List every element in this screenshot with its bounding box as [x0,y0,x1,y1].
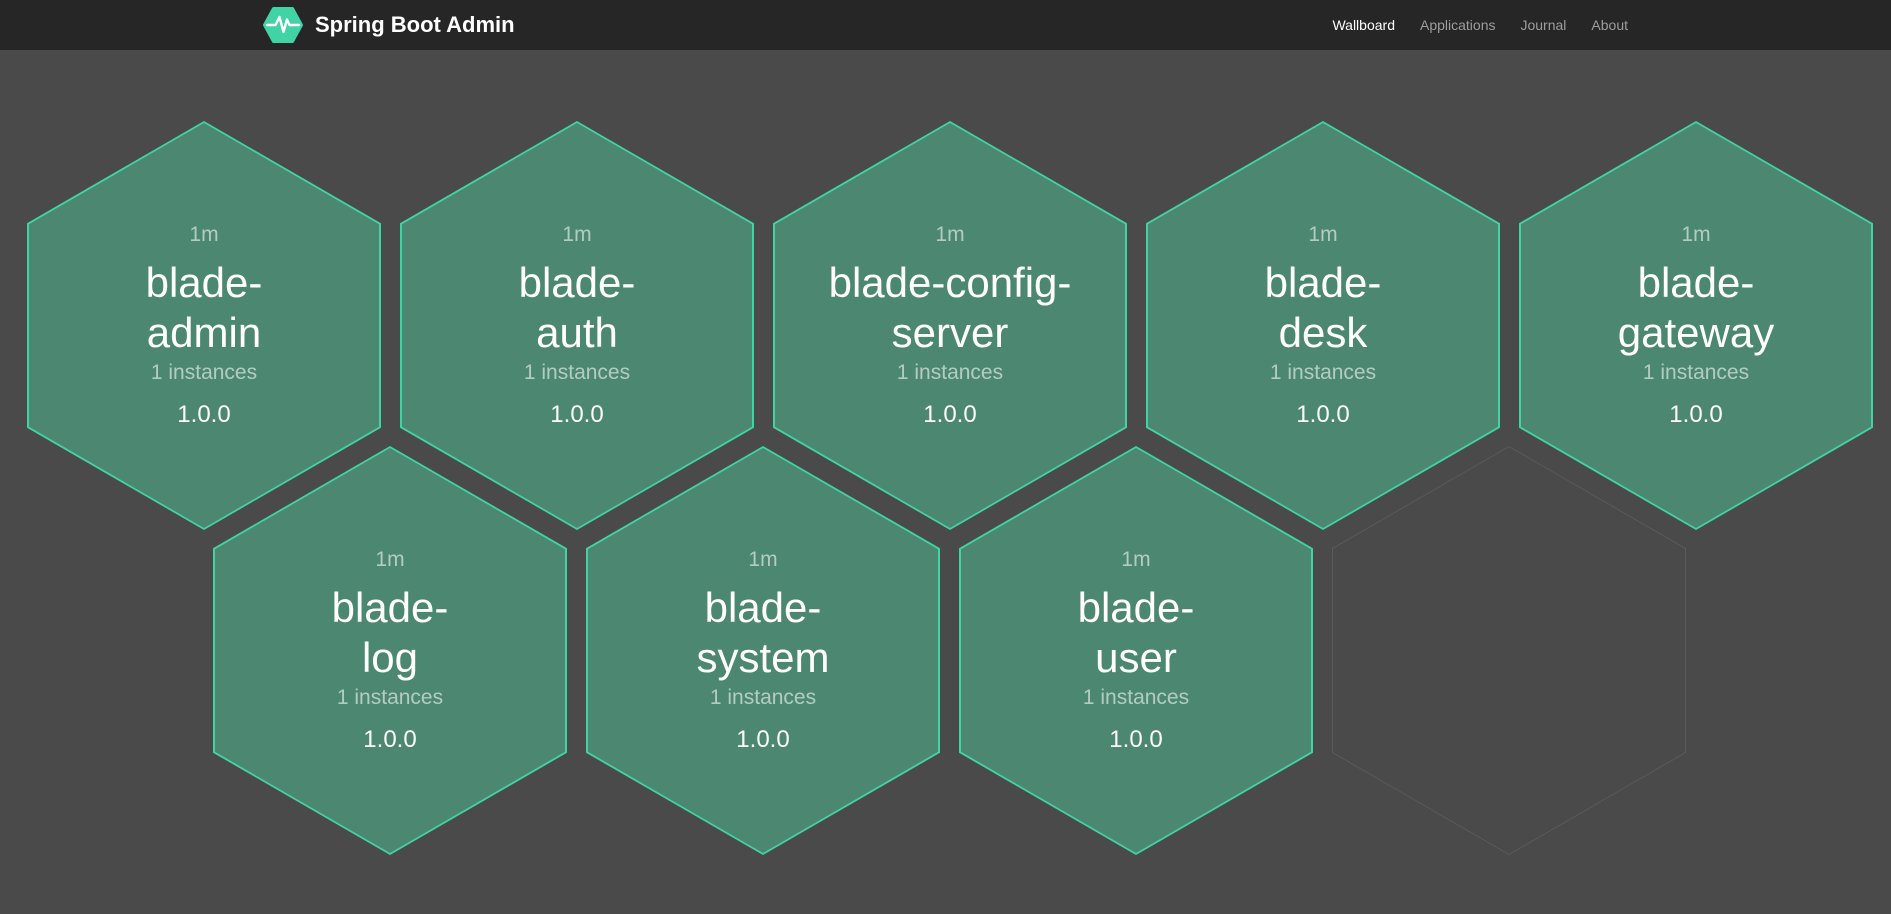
app-instances: 1 instances [1082,685,1190,709]
app-uptime: 1m [748,547,778,571]
nav-item-applications[interactable]: Applications [1419,17,1496,33]
hexagon-content: 1m blade- gateway 1 instances 1.0.0 [1519,121,1873,530]
nav-item-about[interactable]: About [1591,17,1628,33]
app-hexagon-blade-gateway[interactable]: 1m blade- gateway 1 instances 1.0.0 [1519,121,1873,530]
app-hexagon-blade-config-server[interactable]: 1m blade-config- server 1 instances 1.0.… [773,121,1127,530]
app-instances: 1 instances [150,360,258,384]
app-uptime: 1m [1121,547,1151,571]
app-instances: 1 instances [1269,360,1377,384]
app-hexagon-blade-user[interactable]: 1m blade- user 1 instances 1.0.0 [959,446,1313,855]
hexagon-content: 1m blade- desk 1 instances 1.0.0 [1146,121,1500,530]
navbar: Spring Boot Admin Wallboard Applications J… [0,0,1891,50]
app-hexagon-blade-auth[interactable]: 1m blade- auth 1 instances 1.0.0 [400,121,754,530]
wallboard-grid: 1m blade- admin 1 instances 1.0.0 1m bla… [0,50,1891,914]
app-instances: 1 instances [336,685,444,709]
app-version: 1.0.0 [923,400,977,428]
app-version: 1.0.0 [1296,400,1350,428]
app-name: blade- admin [145,258,263,356]
hexagon-fill [1521,123,1871,528]
hexagon-content: 1m blade- user 1 instances 1.0.0 [959,446,1313,855]
app-uptime: 1m [935,222,965,246]
hexagon-fill [215,448,565,853]
app-name: blade- auth [518,258,636,356]
app-instances: 1 instances [1642,360,1750,384]
app-version: 1.0.0 [550,400,604,428]
hexagon-fill [29,123,379,528]
app-name: blade- log [331,583,449,681]
hexagon-fill [1333,447,1685,854]
app-hexagon-blade-log[interactable]: 1m blade- log 1 instances 1.0.0 [213,446,567,855]
app-hexagon-blade-desk[interactable]: 1m blade- desk 1 instances 1.0.0 [1146,121,1500,530]
app-version: 1.0.0 [1669,400,1723,428]
app-uptime: 1m [1308,222,1338,246]
app-name: blade-config- server [828,258,1072,356]
app-instances: 1 instances [896,360,1004,384]
hexagon-content: 1m blade- auth 1 instances 1.0.0 [400,121,754,530]
app-name: blade- desk [1264,258,1382,356]
app-version: 1.0.0 [363,725,417,753]
app-version: 1.0.0 [736,725,790,753]
app-hexagon-blade-admin[interactable]: 1m blade- admin 1 instances 1.0.0 [27,121,381,530]
app-version: 1.0.0 [1109,725,1163,753]
hexagon-content: 1m blade-config- server 1 instances 1.0.… [773,121,1127,530]
app-name: blade- user [1077,583,1195,681]
app-uptime: 1m [189,222,219,246]
app-name: blade- gateway [1617,258,1775,356]
navbar-container: Spring Boot Admin Wallboard Applications J… [263,0,1628,50]
app-instances: 1 instances [523,360,631,384]
app-uptime: 1m [1681,222,1711,246]
brand-title: Spring Boot Admin [315,12,515,37]
app-uptime: 1m [375,547,405,571]
nav-links: Wallboard Applications Journal About [1307,17,1628,33]
hexagon-content: 1m blade- admin 1 instances 1.0.0 [27,121,381,530]
app-instances: 1 instances [709,685,817,709]
hexagon-content: 1m blade- log 1 instances 1.0.0 [213,446,567,855]
app-uptime: 1m [562,222,592,246]
hexagon-fill [1148,123,1498,528]
app-name: blade- system [696,583,830,681]
app-hexagon-blade-system[interactable]: 1m blade- system 1 instances 1.0.0 [586,446,940,855]
hexagon-content: 1m blade- system 1 instances 1.0.0 [586,446,940,855]
empty-hexagon-slot [1332,446,1686,855]
nav-item-wallboard[interactable]: Wallboard [1332,17,1395,33]
app-version: 1.0.0 [177,400,231,428]
nav-item-journal[interactable]: Journal [1520,17,1567,33]
spring-boot-admin-logo-icon [263,7,303,43]
brand[interactable]: Spring Boot Admin [263,7,515,43]
